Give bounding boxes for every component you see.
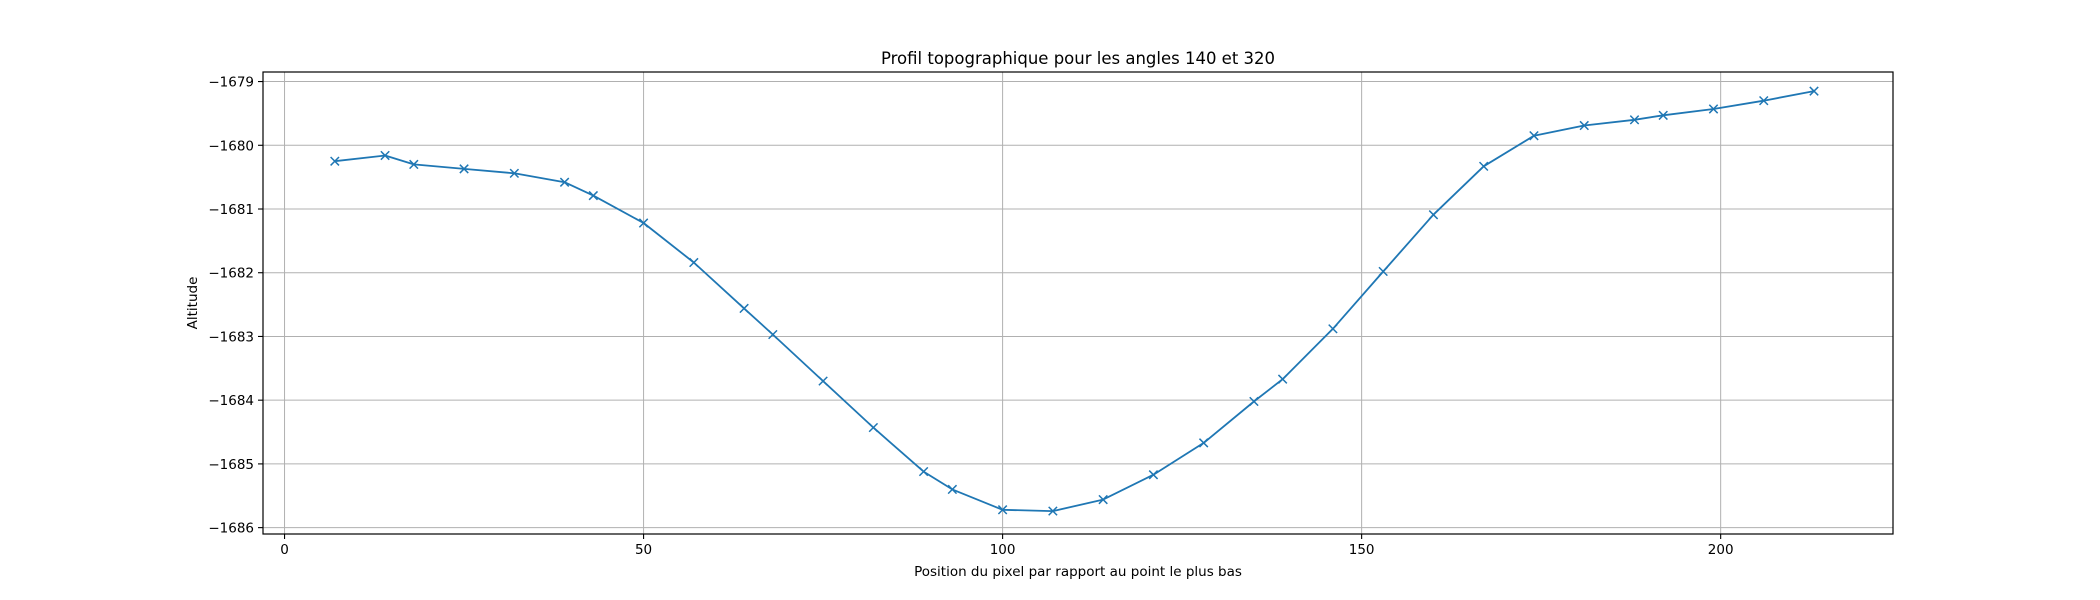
data-point-marker: [918, 466, 929, 477]
data-point-marker: [1708, 104, 1719, 114]
x-tick-label: 150: [1349, 542, 1375, 558]
x-tick-label: 200: [1708, 542, 1734, 558]
data-point-marker: [1809, 86, 1819, 96]
x-tick-label: 100: [990, 542, 1016, 558]
data-point-marker: [1428, 210, 1439, 220]
y-tick-label: −1681: [208, 202, 254, 218]
data-point-marker: [1328, 324, 1338, 334]
y-tick-label: −1682: [208, 266, 254, 282]
y-axis: −1686 −1685 −1684 −1683 −1682 −1681 −1680 −1679: [208, 75, 263, 537]
x-tick-label: 50: [635, 542, 652, 558]
data-point-marker: [1277, 374, 1288, 384]
data-point-marker: [380, 150, 390, 161]
y-tick-label: −1680: [208, 138, 254, 154]
x-tick-label: 0: [280, 542, 289, 558]
data-point-marker: [1098, 494, 1108, 505]
data-point-marker: [1048, 506, 1058, 516]
x-axis-label: Position du pixel par rapport au point l…: [914, 564, 1242, 580]
data-point-marker: [997, 505, 1008, 515]
data-point-marker: [1629, 115, 1640, 125]
data-point-marker: [1198, 438, 1209, 448]
data-point-marker: [409, 159, 419, 170]
grid-lines: [263, 72, 1893, 534]
data-point-marker: [1148, 470, 1159, 480]
plot-frame: [262, 71, 1894, 535]
data-series: [330, 86, 1819, 516]
data-point-marker: [868, 422, 879, 433]
data-point-marker: [330, 156, 340, 166]
chart-title: Profil topographique pour les angles 140…: [881, 49, 1275, 68]
data-point-marker: [689, 257, 699, 268]
y-tick-label: −1685: [208, 457, 254, 473]
y-tick-label: −1683: [208, 329, 254, 345]
data-point-marker: [559, 177, 570, 187]
data-point-marker: [947, 484, 958, 495]
data-point-marker: [818, 376, 828, 386]
data-point-marker: [638, 218, 649, 228]
series-line: [334, 90, 1815, 513]
data-point-marker: [739, 303, 749, 314]
y-axis-label: Altitude: [185, 277, 201, 330]
data-point-marker: [588, 190, 599, 201]
data-point-marker: [1658, 110, 1668, 121]
y-tick-label: −1686: [208, 521, 254, 537]
data-point-marker: [509, 168, 520, 179]
data-point-marker: [1529, 130, 1539, 141]
x-axis: 0 50 100 150 200: [280, 534, 1734, 558]
data-point-marker: [459, 164, 469, 174]
y-tick-label: −1684: [208, 393, 254, 409]
data-point-marker: [1478, 161, 1489, 172]
data-point-marker: [768, 329, 778, 340]
data-point-marker: [1378, 266, 1388, 277]
y-tick-label: −1679: [208, 75, 254, 91]
data-point-marker: [1759, 95, 1769, 106]
data-point-marker: [1249, 396, 1259, 407]
data-point-marker: [1579, 120, 1589, 131]
